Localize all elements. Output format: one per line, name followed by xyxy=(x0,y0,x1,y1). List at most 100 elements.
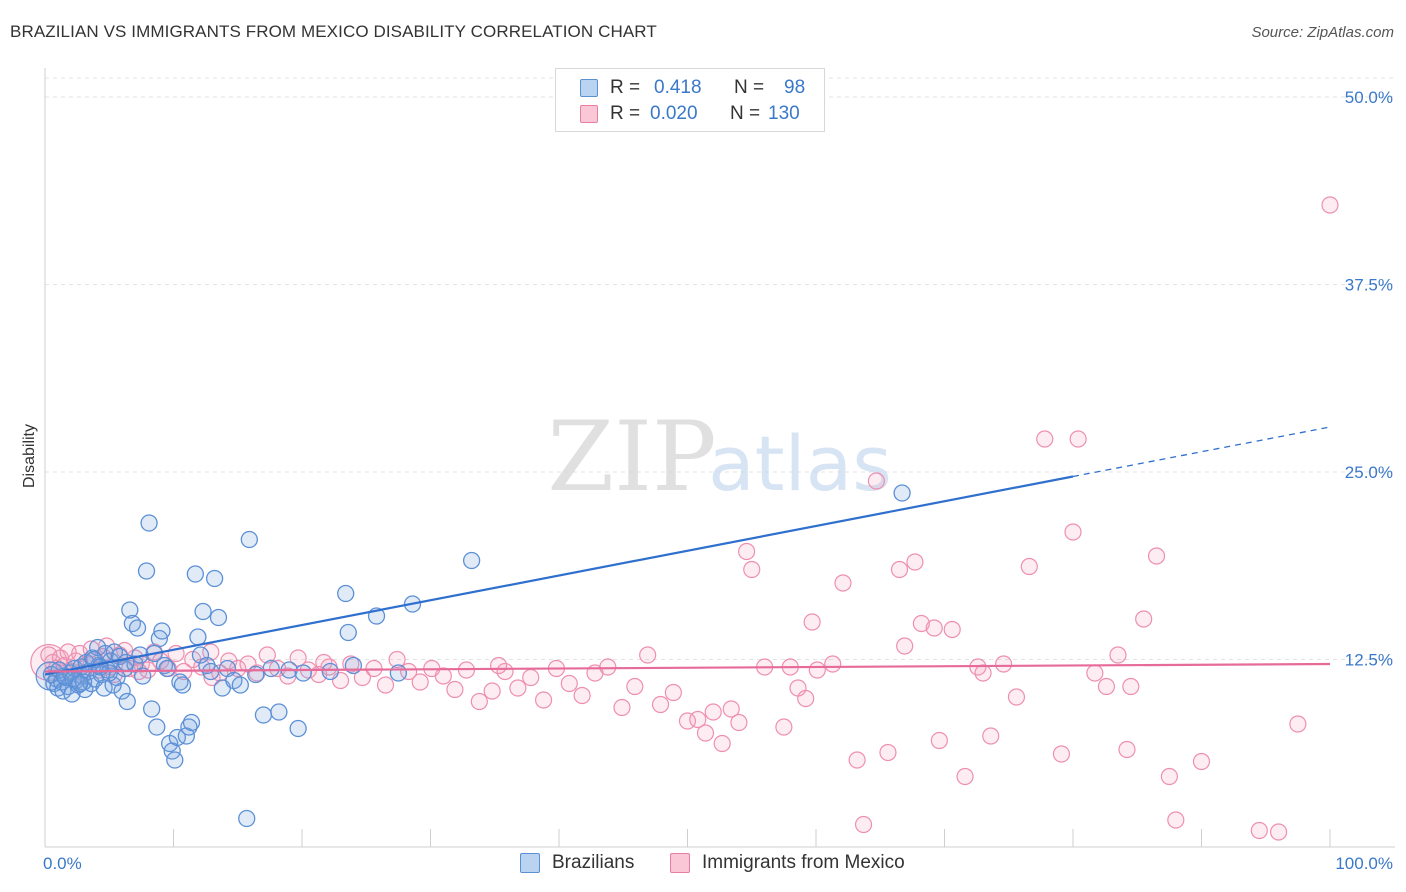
legend-item-brazilians[interactable]: Brazilians xyxy=(520,852,634,874)
point-immigrants-from-mexico xyxy=(639,646,657,664)
point-immigrants-from-mexico xyxy=(854,815,873,834)
point-brazilians xyxy=(113,682,131,700)
point-brazilians xyxy=(100,664,118,682)
point-immigrants-from-mexico xyxy=(1064,523,1082,541)
point-immigrants-from-mexico xyxy=(1052,745,1071,763)
point-immigrants-from-mexico xyxy=(1289,715,1307,733)
grid-layer xyxy=(45,77,1395,660)
trend-line-brazilians-extension xyxy=(1072,426,1331,478)
point-immigrants-from-mexico xyxy=(560,674,578,693)
legend-r-value-mexico: 0.020 xyxy=(650,103,698,124)
point-immigrants-from-mexico xyxy=(573,686,591,705)
point-immigrants-from-mexico xyxy=(834,574,852,592)
point-brazilians xyxy=(121,601,139,619)
point-brazilians xyxy=(189,628,207,646)
point-brazilians xyxy=(238,809,256,828)
point-immigrants-from-mexico xyxy=(943,620,961,639)
point-immigrants-from-mexico xyxy=(534,691,553,709)
point-brazilians xyxy=(153,622,171,640)
point-immigrants-from-mexico xyxy=(1135,610,1153,628)
point-immigrants-from-mexico xyxy=(906,553,924,571)
legend-item-mexico[interactable]: Immigrants from Mexico xyxy=(670,852,905,874)
point-brazilians xyxy=(71,674,89,693)
point-immigrants-from-mexico xyxy=(689,710,707,729)
point-immigrants-from-mexico xyxy=(722,700,740,718)
point-immigrants-from-mexico xyxy=(738,542,756,561)
point-brazilians xyxy=(143,700,161,718)
point-immigrants-from-mexico xyxy=(1122,677,1140,696)
watermark-atlas: atlas xyxy=(708,419,892,508)
legend-label-mexico: Immigrants from Mexico xyxy=(702,852,905,873)
point-immigrants-from-mexico xyxy=(446,680,464,699)
series-legend: Brazilians Immigrants from Mexico xyxy=(0,852,1406,876)
point-brazilians xyxy=(194,602,212,621)
point-brazilians xyxy=(128,619,147,637)
point-immigrants-from-mexico xyxy=(995,655,1013,673)
point-immigrants-from-mexico xyxy=(376,676,395,694)
point-immigrants-from-mexico xyxy=(930,731,948,750)
legend-label-brazilians: Brazilians xyxy=(552,852,635,873)
point-immigrants-from-mexico xyxy=(483,682,501,700)
point-brazilians xyxy=(344,656,363,675)
point-immigrants-from-mexico xyxy=(1036,430,1054,448)
legend-n-label: N = xyxy=(730,103,761,124)
legend-n-value-brazilians: 98 xyxy=(784,77,806,98)
legend-row-brazilians: R = 0.418 N = 98 xyxy=(580,76,824,100)
point-immigrants-from-mexico xyxy=(808,661,826,679)
point-brazilians xyxy=(137,562,156,580)
point-immigrants-from-mexico xyxy=(848,751,866,769)
point-brazilians xyxy=(155,656,174,675)
legend-r-label: R = xyxy=(610,77,641,98)
point-immigrants-from-mexico xyxy=(599,658,617,676)
point-immigrants-from-mexico xyxy=(651,695,670,714)
point-brazilians xyxy=(205,569,224,588)
point-immigrants-from-mexico xyxy=(896,637,914,655)
series-immigrants-from-mexico xyxy=(30,196,1339,841)
y-axis-title: Disability xyxy=(21,424,38,488)
point-brazilians xyxy=(116,659,134,678)
point-immigrants-from-mexico xyxy=(522,668,540,687)
point-brazilians xyxy=(209,608,228,627)
point-brazilians xyxy=(294,664,312,682)
axis-layer xyxy=(44,68,1395,848)
point-brazilians xyxy=(893,484,911,502)
y-tick-label: 12.5% xyxy=(1345,651,1393,670)
correlation-legend: R = 0.418 N = 98 R = 0.020 N = 130 xyxy=(555,68,825,132)
point-immigrants-from-mexico xyxy=(1086,664,1104,682)
point-immigrants-from-mexico xyxy=(730,713,748,732)
chart-title: BRAZILIAN VS IMMIGRANTS FROM MEXICO DISA… xyxy=(10,22,657,41)
point-immigrants-from-mexico xyxy=(1269,823,1288,841)
point-immigrants-from-mexico xyxy=(258,646,276,664)
point-brazilians xyxy=(148,718,166,736)
point-immigrants-from-mexico xyxy=(867,472,885,490)
point-brazilians xyxy=(247,665,265,684)
point-immigrants-from-mexico xyxy=(1097,677,1116,696)
point-brazilians xyxy=(254,706,273,724)
point-immigrants-from-mexico xyxy=(696,724,715,742)
point-brazilians xyxy=(166,751,184,769)
point-brazilians xyxy=(140,514,158,532)
watermark-zip: ZIP xyxy=(547,401,716,513)
point-brazilians xyxy=(91,658,109,676)
legend-swatch-mexico xyxy=(670,853,690,873)
point-immigrants-from-mexico xyxy=(743,560,761,579)
point-immigrants-from-mexico xyxy=(890,560,909,579)
point-immigrants-from-mexico xyxy=(1147,547,1166,565)
point-immigrants-from-mexico xyxy=(613,698,631,717)
point-brazilians xyxy=(321,662,339,681)
legend-n-label: N = xyxy=(734,77,765,98)
point-immigrants-from-mexico xyxy=(1160,767,1178,786)
legend-n-value-mexico: 130 xyxy=(768,103,800,124)
point-brazilians xyxy=(231,676,249,694)
point-immigrants-from-mexico xyxy=(974,664,992,682)
point-immigrants-from-mexico xyxy=(496,662,514,681)
point-brazilians xyxy=(173,676,192,694)
legend-swatch-brazilians xyxy=(520,853,540,873)
point-immigrants-from-mexico xyxy=(626,677,644,696)
point-immigrants-from-mexico xyxy=(388,650,406,669)
trend-line-brazilians xyxy=(44,475,1074,676)
point-immigrants-from-mexico xyxy=(289,649,307,667)
point-brazilians xyxy=(240,530,258,549)
point-brazilians xyxy=(171,673,189,691)
